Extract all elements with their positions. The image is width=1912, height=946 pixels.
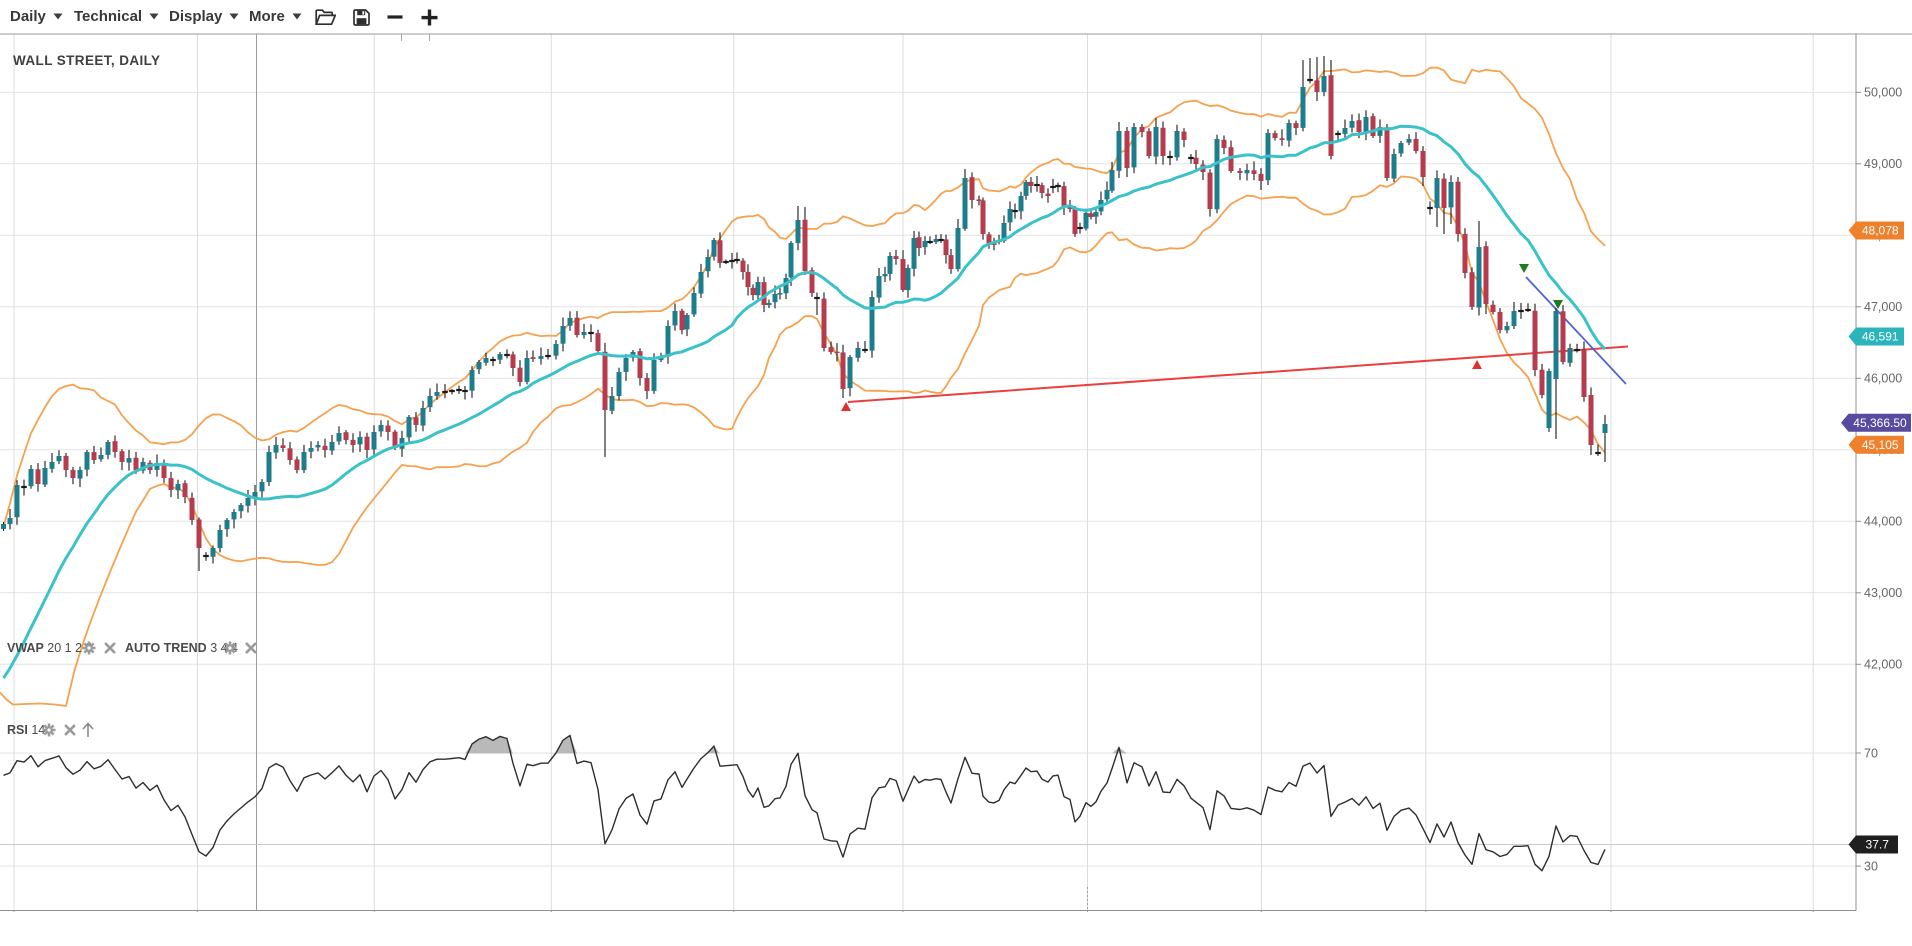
svg-text:37.7: 37.7 (1866, 838, 1890, 852)
svg-text:70: 70 (1864, 746, 1878, 760)
svg-text:46,000: 46,000 (1864, 372, 1902, 386)
svg-text:47,000: 47,000 (1864, 300, 1902, 314)
svg-text:49,000: 49,000 (1864, 157, 1902, 171)
svg-text:42,000: 42,000 (1864, 658, 1902, 672)
svg-text:VWAP 20 1 2 3: VWAP 20 1 2 3 (7, 641, 93, 655)
svg-text:45,105: 45,105 (1862, 438, 1899, 452)
svg-text:46,591: 46,591 (1862, 330, 1899, 344)
svg-text:50,000: 50,000 (1864, 86, 1902, 100)
svg-text:44,000: 44,000 (1864, 515, 1902, 529)
svg-text:RSI 14: RSI 14 (7, 723, 45, 737)
svg-text:45,366.50: 45,366.50 (1853, 416, 1907, 430)
svg-text:WALL STREET, DAILY: WALL STREET, DAILY (13, 53, 160, 68)
svg-text:43,000: 43,000 (1864, 586, 1902, 600)
svg-text:AUTO TREND 3 4 4: AUTO TREND 3 4 4 (125, 641, 238, 655)
svg-text:30: 30 (1864, 859, 1878, 873)
svg-text:48,078: 48,078 (1862, 224, 1899, 238)
